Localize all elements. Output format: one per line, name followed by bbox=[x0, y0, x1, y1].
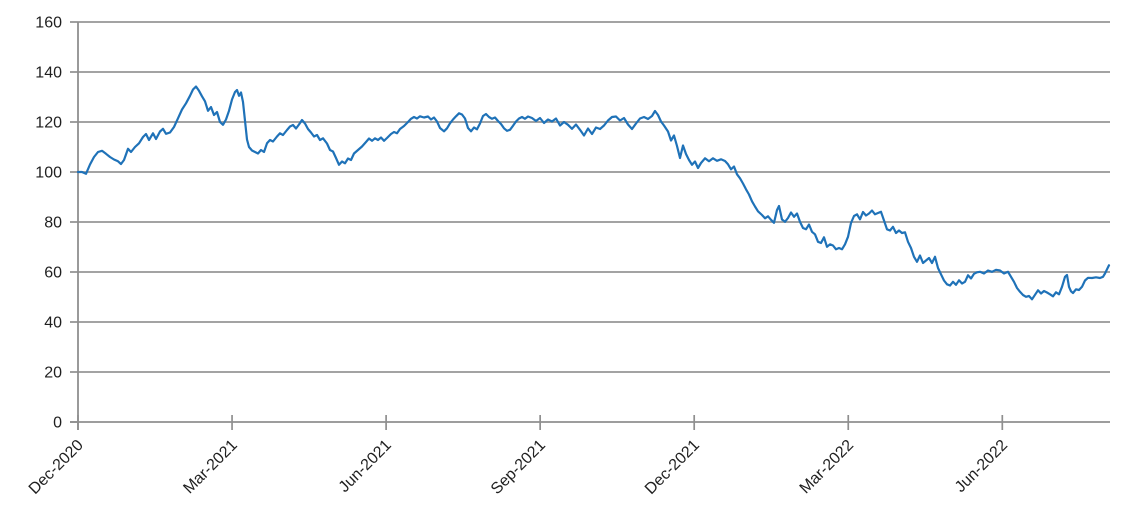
y-tick-label: 40 bbox=[44, 315, 62, 332]
y-gridlines bbox=[78, 21, 1110, 373]
x-tick-label: Dec-2021 bbox=[642, 437, 703, 498]
series-line bbox=[76, 85, 1111, 301]
y-tick-label: 80 bbox=[44, 215, 62, 232]
x-axis-labels: Dec-2020 Mar-2021 Jun-2021 Sep-2021 Dec-2021… bbox=[26, 437, 1011, 498]
y-tick-label: 140 bbox=[35, 65, 62, 82]
y-tick-label: 60 bbox=[44, 265, 62, 282]
x-tick-label: Mar-2022 bbox=[797, 437, 858, 498]
x-tick-label: Jun-2021 bbox=[336, 437, 395, 496]
x-tick-label: Sep-2021 bbox=[488, 437, 549, 498]
x-tick-label: Dec-2020 bbox=[26, 437, 87, 498]
y-tick-label: 100 bbox=[35, 165, 62, 182]
y-tick-label: 20 bbox=[44, 365, 62, 382]
y-tick-label: 0 bbox=[53, 415, 62, 432]
y-tick-label: 160 bbox=[35, 15, 62, 32]
x-tick-label: Jun-2022 bbox=[952, 437, 1011, 496]
y-tick-label: 120 bbox=[35, 115, 62, 132]
y-axis-labels: 0 20 40 60 80 100 120 140 160 bbox=[35, 15, 62, 432]
series-path bbox=[76, 85, 1111, 301]
y-tick-marks bbox=[70, 21, 78, 423]
axis-lines bbox=[70, 22, 1110, 430]
x-tick-label: Mar-2021 bbox=[180, 437, 241, 498]
